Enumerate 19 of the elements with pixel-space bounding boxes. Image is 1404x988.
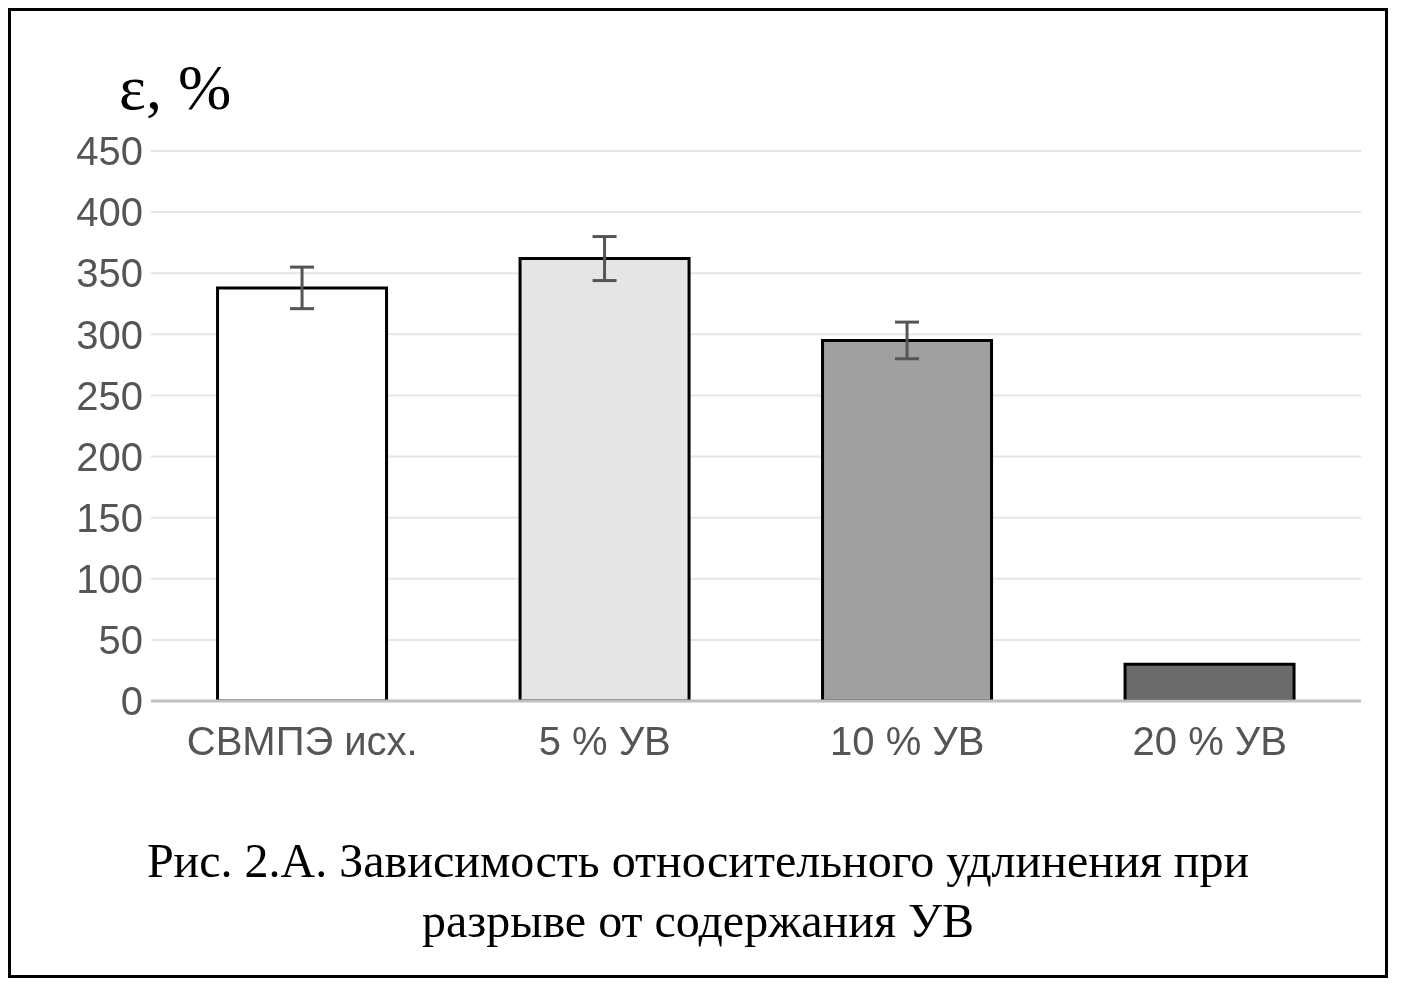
y-tick-label: 150	[76, 495, 143, 540]
x-tick-label: СВМПЭ исх.	[186, 719, 418, 764]
bar	[216, 286, 389, 701]
y-axis-title: ε, %	[119, 51, 232, 125]
text: Рис. 2.А. Зависимость относительного удлинения при разрыве от содержания УВ	[145, 833, 1251, 949]
y-tick-label: 300	[76, 312, 143, 357]
x-tick-label: 10 % УВ	[830, 719, 985, 764]
bar	[821, 338, 994, 701]
x-tick-label: 5 % УВ	[538, 719, 671, 764]
y-tick-label: 450	[76, 129, 143, 174]
bar	[1123, 662, 1296, 701]
y-tick-label: 250	[76, 373, 143, 418]
y-tick-label: 0	[120, 679, 143, 724]
x-tick-label: 20 % УВ	[1132, 719, 1287, 764]
y-tick-label: 100	[76, 556, 143, 601]
y-tick-label: 350	[76, 251, 143, 296]
y-tick-label: 200	[76, 434, 143, 479]
y-tick-label: 400	[76, 190, 143, 235]
y-tick-label: 50	[98, 618, 143, 663]
